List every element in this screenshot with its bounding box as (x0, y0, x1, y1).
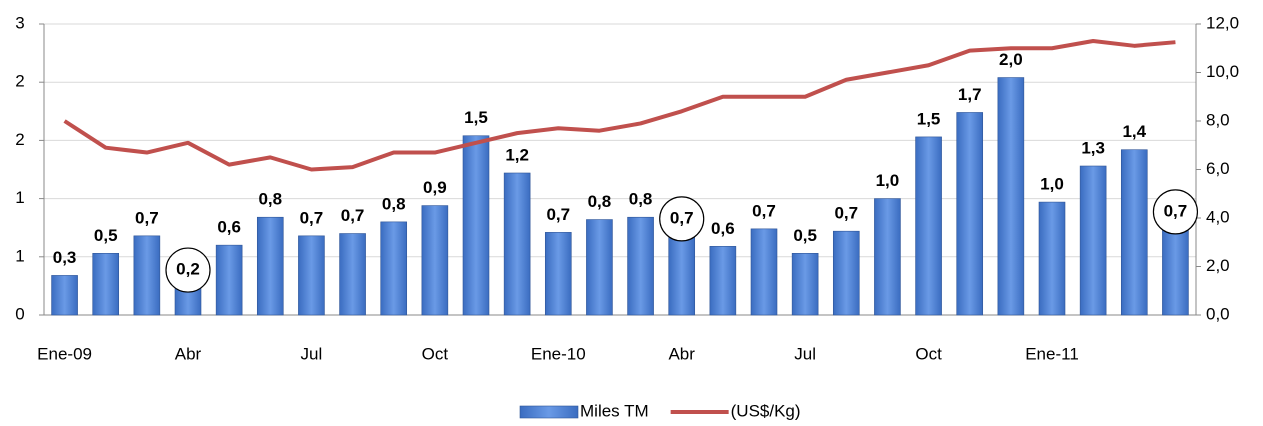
value-label: 1,5 (464, 108, 488, 127)
value-label: 1,3 (1081, 138, 1105, 157)
y2-tick-label: 6,0 (1206, 159, 1230, 178)
value-label: 1,0 (876, 171, 900, 190)
bar (1120, 149, 1148, 316)
bar (750, 228, 778, 316)
y2-tick-label: 4,0 (1206, 207, 1230, 226)
value-label: 0,7 (752, 201, 776, 220)
bar (462, 135, 490, 316)
value-label: 0,6 (217, 218, 241, 237)
value-label: 0,8 (382, 194, 406, 213)
value-label: 0,5 (94, 226, 118, 245)
bar (92, 253, 120, 316)
y-tick-label: 1 (15, 246, 24, 265)
value-label: 0,6 (711, 219, 735, 238)
value-label: 0,8 (258, 190, 282, 209)
highlight-circle (1152, 189, 1199, 235)
x-tick-label: Ene-11 (1025, 344, 1079, 363)
value-label: 1,5 (917, 109, 941, 128)
value-label: 0,7 (135, 208, 159, 227)
bar (503, 172, 531, 316)
bar (791, 253, 819, 316)
x-tick-label: Abr (668, 344, 695, 363)
y-tick-label: 3 (15, 13, 24, 32)
bar (874, 198, 901, 316)
value-label: 1,4 (1122, 122, 1146, 141)
value-label: 1,0 (1040, 175, 1064, 194)
bar (256, 216, 284, 316)
value-label: 0,7 (300, 208, 324, 227)
value-label: 0,7 (1164, 201, 1188, 220)
value-label: 1,2 (505, 145, 529, 164)
value-label: 0,7 (670, 208, 694, 227)
x-tick-label: Jul (301, 344, 323, 363)
x-tick-label: Oct (915, 344, 942, 363)
bar (709, 246, 737, 316)
x-tick-label: Ene-10 (531, 344, 586, 363)
highlight-circle (659, 196, 705, 242)
bar (627, 216, 654, 316)
y-tick-label: 0 (15, 304, 24, 323)
value-label: 0,8 (588, 192, 612, 211)
y2-tick-label: 0,0 (1206, 304, 1230, 323)
line (63, 38, 1176, 172)
bar (915, 136, 942, 316)
x-tick-label: Abr (175, 344, 202, 363)
x-tick-label: Jul (794, 344, 816, 363)
y2-tick-label: 12,0 (1206, 13, 1239, 32)
bar (832, 230, 860, 316)
value-label: 0,2 (176, 260, 200, 279)
y2-tick-label: 2,0 (1206, 256, 1230, 275)
bar (421, 205, 449, 316)
bar (586, 219, 613, 316)
legend-label: Miles TM (580, 401, 649, 420)
y2-tick-label: 8,0 (1206, 110, 1230, 129)
bar (1162, 228, 1189, 316)
legend-label: (US$/Kg) (731, 401, 801, 420)
y-tick-label: 2 (15, 72, 24, 91)
value-label: 0,9 (423, 178, 447, 197)
value-label: 2,0 (999, 50, 1023, 69)
value-label: 0,7 (546, 205, 570, 224)
value-label: 0,8 (629, 190, 653, 209)
bar (133, 235, 161, 316)
value-label: 1,7 (958, 85, 982, 104)
bar (997, 77, 1025, 316)
x-tick-label: Ene-09 (37, 344, 92, 363)
bar (51, 275, 78, 316)
y-tick-label: 2 (15, 130, 24, 149)
bar (544, 232, 572, 316)
value-label: 0,5 (793, 226, 817, 245)
bar (956, 112, 984, 316)
bar (339, 233, 366, 316)
bar (380, 221, 408, 316)
value-label: 0,7 (834, 204, 858, 223)
y-tick-label: 1 (15, 188, 24, 207)
value-label: 0,3 (53, 248, 77, 267)
legend-swatch (519, 405, 579, 419)
highlight-circle (165, 247, 211, 293)
bar (215, 244, 243, 316)
y2-tick-label: 10,0 (1206, 62, 1239, 81)
bar (1079, 165, 1107, 316)
bar (668, 235, 696, 316)
bar (298, 235, 325, 316)
value-label: 0,7 (341, 206, 365, 225)
bar (1038, 201, 1066, 316)
x-tick-label: Oct (422, 344, 449, 363)
